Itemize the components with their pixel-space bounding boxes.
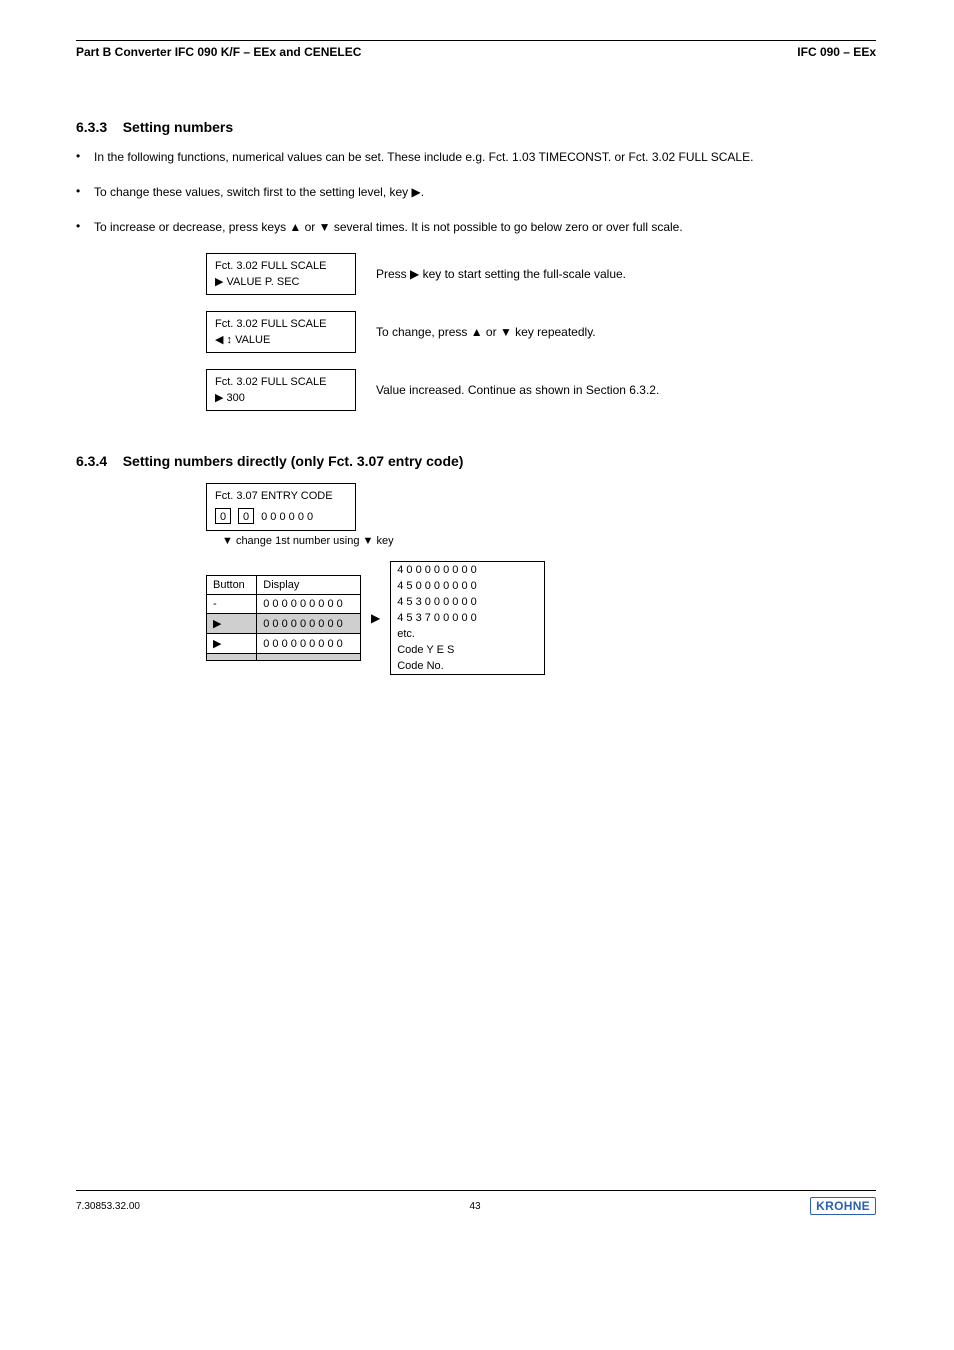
intro-line-1: To change these values, switch first to …: [94, 184, 876, 201]
display-desc-1: To change, press ▲ or ▼ key repeatedly.: [376, 323, 596, 341]
intro-line-2: To increase or decrease, press keys ▲ or…: [94, 219, 876, 236]
digits-guidance: ▼ change 1st number using ▼ key: [222, 535, 876, 547]
logo: KROHNE: [810, 1197, 876, 1215]
section2-number: 6.3.4: [76, 453, 107, 469]
display-desc-0: Press ▶ key to start setting the full-sc…: [376, 265, 626, 283]
intro-line-0: In the following functions, numerical va…: [94, 149, 876, 166]
arrow-right-icon: ▶: [371, 611, 380, 625]
code-side-table: 4 0 0 0 0 0 0 0 0 4 5 0 0 0 0 0 0 0 4 5 …: [390, 561, 545, 675]
digits-box: Fct. 3.07 ENTRY CODE 0 0 0 0 0 0 0 0: [206, 483, 356, 531]
header-title: Part B Converter IFC 090 K/F – EEx and C…: [76, 45, 361, 59]
display-box-2: Fct. 3.02 FULL SCALE ▶ 300: [206, 369, 356, 411]
section-number: 6.3.3: [76, 119, 107, 135]
display-desc-2: Value increased. Continue as shown in Se…: [376, 381, 659, 399]
code-table: ButtonDisplay -0 0 0 0 0 0 0 0 0 ▶0 0 0 …: [206, 575, 361, 661]
section-heading: Setting numbers: [123, 119, 233, 135]
display-box-1: Fct. 3.02 FULL SCALE ◀ ↕ VALUE: [206, 311, 356, 353]
section2-heading: Setting numbers directly (only Fct. 3.07…: [123, 453, 464, 469]
footer-page: 43: [470, 1201, 481, 1212]
display-box-0: Fct. 3.02 FULL SCALE ▶ VALUE P. SEC: [206, 253, 356, 295]
footer-rev: 7.30853.32.00: [76, 1201, 140, 1212]
header-breadcrumb: IFC 090 – EEx: [797, 45, 876, 59]
